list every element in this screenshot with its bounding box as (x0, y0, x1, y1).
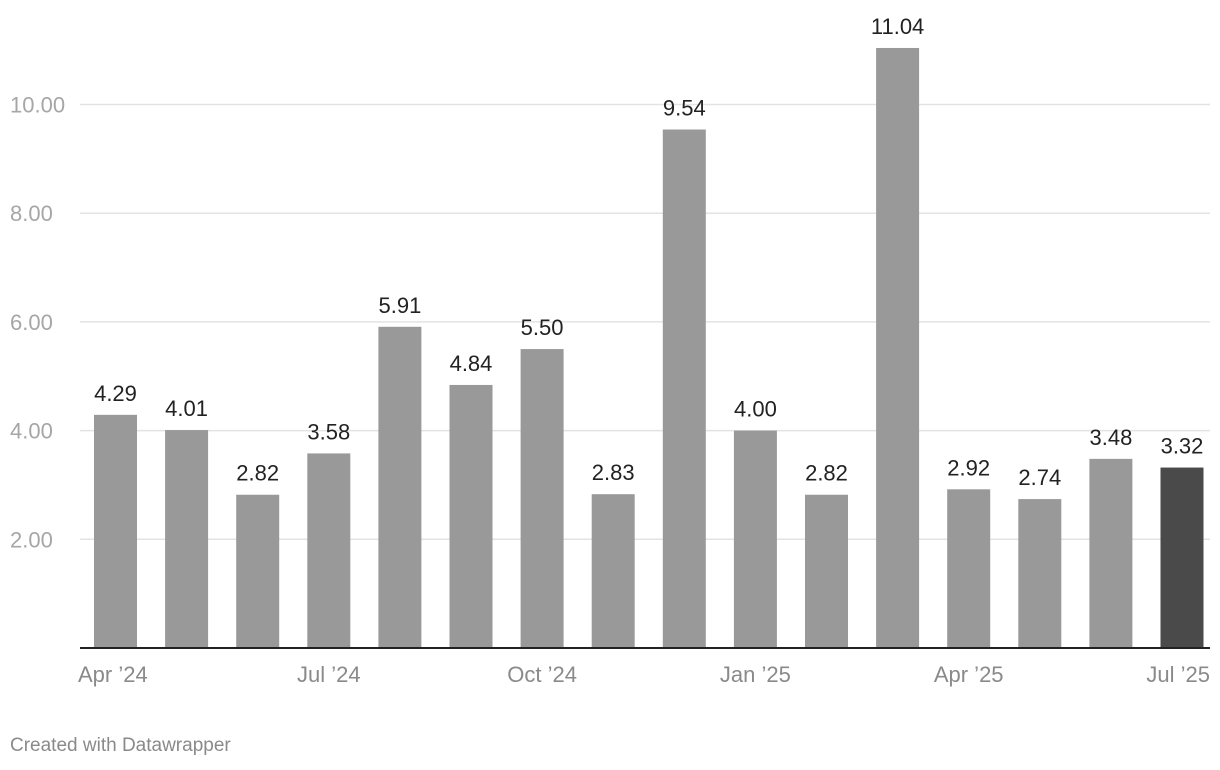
y-tick-label: 4.00 (10, 419, 53, 444)
x-tick-label: Apr ’25 (934, 662, 1004, 687)
data-label: 2.74 (1018, 465, 1061, 490)
data-label: 5.91 (378, 293, 421, 318)
datawrapper-credit: Created with Datawrapper (10, 735, 231, 756)
data-label: 3.58 (307, 419, 350, 444)
data-label: 4.29 (94, 381, 137, 406)
y-tick-label: 6.00 (10, 310, 53, 335)
data-label: 2.92 (947, 455, 990, 480)
y-tick-label: 2.00 (10, 527, 53, 552)
bar (805, 494, 848, 648)
data-label: 4.84 (450, 351, 493, 376)
bar (662, 129, 706, 649)
bar (1160, 467, 1204, 648)
x-tick-label: Apr ’24 (78, 662, 148, 687)
bar (165, 430, 209, 648)
bar (591, 494, 635, 648)
x-tick-label: Jul ’25 (1146, 662, 1210, 687)
data-label: 5.50 (521, 315, 564, 340)
bar (94, 414, 137, 648)
y-tick-label: 10.00 (10, 93, 65, 118)
y-tick-label: 8.00 (10, 201, 53, 226)
bar (876, 47, 920, 648)
bar (733, 430, 777, 648)
x-tick-label: Jul ’24 (297, 662, 361, 687)
data-label: 3.48 (1089, 425, 1132, 450)
x-tick-label: Oct ’24 (507, 662, 577, 687)
data-label: 2.82 (236, 461, 279, 486)
bar (378, 326, 422, 648)
data-label: 4.00 (734, 397, 777, 422)
data-label: 4.01 (165, 396, 208, 421)
bar (449, 384, 493, 648)
bar (947, 489, 991, 648)
bar (307, 453, 351, 648)
bar (520, 349, 564, 648)
bar (1089, 458, 1133, 648)
data-label: 2.82 (805, 461, 848, 486)
bar (1018, 499, 1062, 648)
data-label: 2.83 (592, 460, 635, 485)
x-tick-label: Jan ’25 (720, 662, 791, 687)
data-label: 3.32 (1161, 434, 1204, 459)
data-label: 9.54 (663, 96, 706, 121)
data-label: 11.04 (871, 14, 924, 39)
bar (236, 494, 280, 648)
